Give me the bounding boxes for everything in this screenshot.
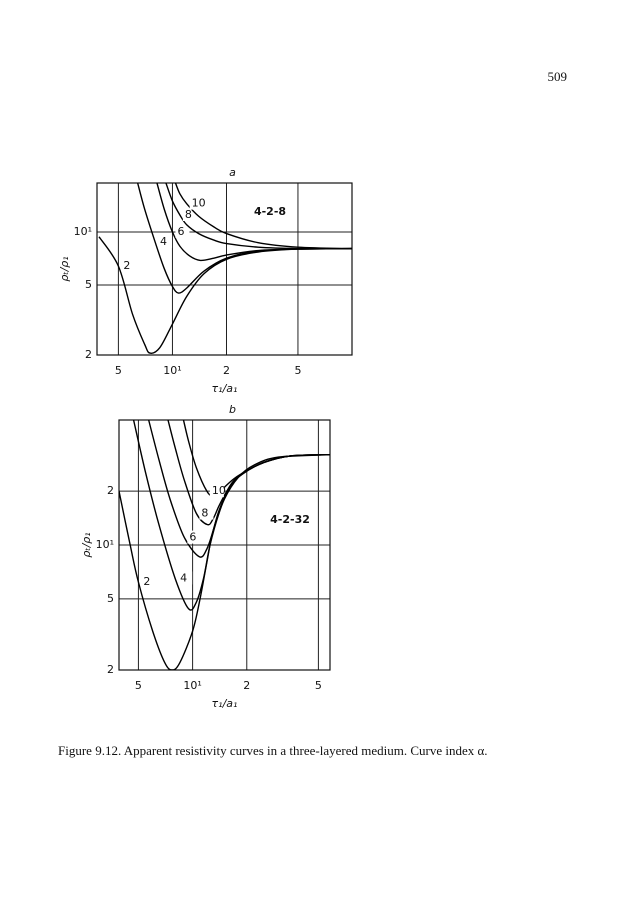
plot-frame (118, 419, 331, 671)
curve-label: 8 (201, 507, 208, 520)
curve-label: 2 (123, 259, 130, 272)
curve (156, 183, 352, 262)
curve-label-bg (199, 506, 214, 520)
x-tick-label: 5 (135, 679, 142, 692)
x-tick-label: 2 (223, 364, 230, 377)
x-axis-label: τ₁/a₁ (212, 382, 238, 395)
plot-frame (96, 182, 353, 356)
y-tick-label: 5 (85, 278, 92, 291)
curve-label-bg (175, 225, 190, 239)
curve-label: 4 (160, 235, 167, 248)
curve-label-bg (189, 196, 204, 210)
curve-label: 10 (192, 197, 206, 210)
curve (174, 183, 352, 250)
x-tick-label: 5 (115, 364, 122, 377)
curve-label-bg (141, 575, 156, 589)
y-tick-label: 2 (107, 484, 114, 497)
curve-label: 10 (212, 484, 226, 497)
panel-title: a (229, 166, 236, 179)
x-axis-label: τ₁/a₁ (212, 697, 238, 710)
chart: b 5 10¹ 2 5 2 5 10¹ 2 τ₁/a₁ ρₜ/ρ₁ 4-2-32 2 4 68 10 (80, 403, 331, 710)
x-tick-label: 5 (315, 679, 322, 692)
curve-label-bg (121, 259, 136, 273)
x-tick-label: 5 (294, 364, 301, 377)
curve-label: 4 (180, 571, 187, 584)
y-tick-label: 2 (107, 663, 114, 676)
panel-title: b (229, 403, 236, 416)
curve-label: 2 (143, 575, 150, 588)
curve (119, 453, 330, 670)
annotation: 4-2-32 (270, 513, 310, 526)
curve-label: 6 (189, 531, 196, 544)
figure-caption: Figure 9.12. Apparent resistivity curves… (58, 743, 488, 758)
curve (165, 183, 352, 250)
x-tick-label: 10¹ (163, 364, 181, 377)
y-axis-label: ρₜ/ρ₁ (58, 256, 71, 281)
page-number: 509 (548, 69, 568, 84)
curve-label-bg (187, 530, 202, 544)
y-tick-label: 2 (85, 348, 92, 361)
y-tick-label: 5 (107, 592, 114, 605)
y-axis-label: ρₜ/ρ₁ (80, 532, 93, 557)
curve-label-bg (158, 234, 173, 248)
curve-label: 6 (177, 225, 184, 238)
x-tick-label: 2 (243, 679, 250, 692)
annotation: 4-2-8 (254, 205, 286, 218)
curve (182, 420, 330, 497)
curve-label: 8 (185, 208, 192, 221)
curve (147, 420, 330, 558)
curve-label-bg (178, 571, 193, 585)
y-tick-label: 10¹ (74, 225, 92, 238)
x-tick-label: 10¹ (183, 679, 201, 692)
y-tick-label: 10¹ (96, 538, 114, 551)
curve-label-bg (209, 484, 224, 498)
curve (98, 236, 352, 354)
